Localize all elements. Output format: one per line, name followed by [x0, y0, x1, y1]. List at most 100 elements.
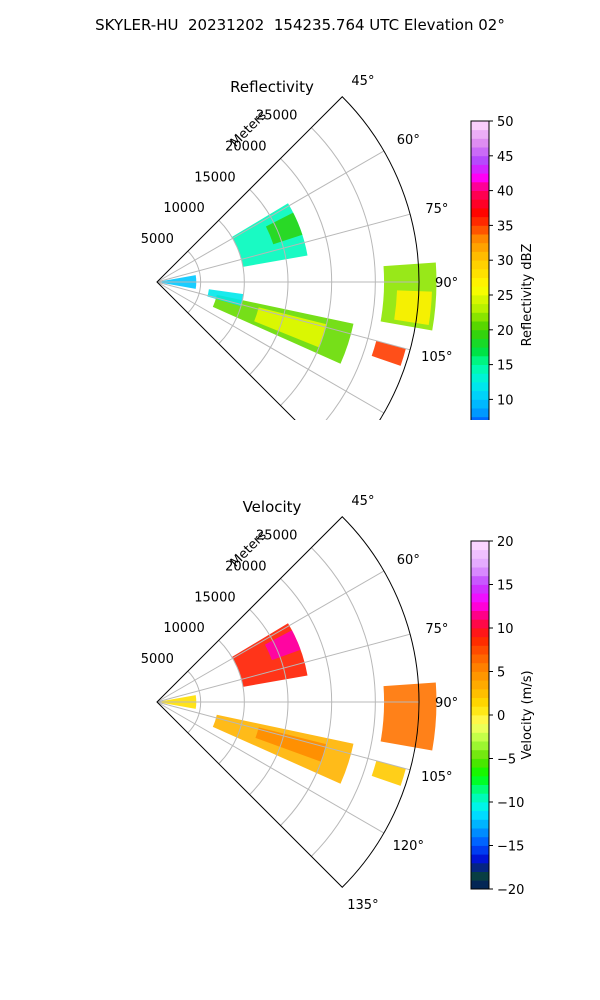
reflectivity-echo-region: [254, 307, 327, 348]
reflectivity-colorbar-segment: [471, 190, 489, 200]
velocity-azimuth-spoke: [156, 701, 411, 771]
velocity-colorbar: −20 −15 −10 −5 0 5 10 15 20 Velocity (m/s): [470, 535, 535, 898]
reflectivity-colorbar-segment: [471, 268, 489, 278]
velocity-colorbar-segment: [471, 549, 489, 559]
velocity-colorbar-segment: [471, 732, 489, 742]
velocity-colorbar-segment: [471, 541, 489, 551]
reflectivity-azimuth-tick-label: 60°: [397, 133, 420, 148]
velocity-colorbar-label: Velocity (m/s): [520, 670, 535, 759]
velocity-colorbar-segment: [471, 567, 489, 577]
velocity-colorbar-segment: [471, 654, 489, 664]
reflectivity-colorbar-segment: [471, 225, 489, 235]
reflectivity-azimuth-tick-label: 105°: [421, 350, 452, 365]
velocity-colorbar-tick-label: −15: [497, 840, 524, 855]
reflectivity-colorbar-tick-label: 40: [497, 185, 514, 200]
velocity-colorbar-tick-label: 0: [497, 709, 505, 724]
velocity-colorbar-segment: [471, 558, 489, 568]
reflectivity-colorbar: 05101520253035404550Reflectivity dBZ: [470, 115, 535, 420]
velocity-colorbar-segment: [471, 784, 489, 794]
reflectivity-colorbar-tick-label: 15: [497, 359, 514, 374]
velocity-azimuth-tick-label: 60°: [397, 553, 420, 568]
reflectivity-colorbar-segment: [471, 199, 489, 209]
velocity-range-tick-label: 5000: [141, 652, 174, 667]
velocity-colorbar-segment: [471, 645, 489, 655]
reflectivity-colorbar-segment: [471, 321, 489, 331]
reflectivity-colorbar-segment: [471, 408, 489, 418]
velocity-colorbar-segment: [471, 836, 489, 846]
velocity-azimuth-spoke: [156, 701, 385, 834]
velocity-colorbar-segment: [471, 715, 489, 725]
reflectivity-colorbar-segment: [471, 390, 489, 400]
velocity-colorbar-tick-label: 15: [497, 579, 514, 594]
velocity-echo-region: [231, 623, 308, 687]
reflectivity-colorbar-segment: [471, 260, 489, 270]
reflectivity-colorbar-tick-label: 45: [497, 150, 514, 165]
reflectivity-colorbar-segment: [471, 364, 489, 374]
reflectivity-echo-region: [207, 289, 244, 307]
velocity-colorbar-segment: [471, 610, 489, 620]
reflectivity-echo-region: [371, 340, 406, 366]
velocity-colorbar-segment: [471, 810, 489, 820]
reflectivity-colorbar-tick-label: 25: [497, 289, 514, 304]
velocity-colorbar-segment: [471, 706, 489, 716]
velocity-colorbar-tick-label: −10: [497, 796, 524, 811]
velocity-colorbar-tick-label: −20: [497, 883, 524, 898]
velocity-colorbar-segment: [471, 628, 489, 638]
velocity-colorbar-segment: [471, 584, 489, 594]
velocity-colorbar-segment: [471, 575, 489, 585]
reflectivity-azimuth-tick-label: 75°: [425, 202, 448, 217]
reflectivity-title: Reflectivity: [230, 78, 314, 96]
velocity-colorbar-segment: [471, 662, 489, 672]
reflectivity-colorbar-segment: [471, 234, 489, 244]
velocity-plot: 45° 60° 75° 90° 105° 120° 135° 5000 10000 15000 20…: [141, 494, 458, 913]
velocity-colorbar-segment: [471, 793, 489, 803]
reflectivity-colorbar-segment: [471, 155, 489, 165]
reflectivity-colorbar-segment: [471, 181, 489, 191]
reflectivity-azimuth-tick-label: 90°: [435, 276, 458, 291]
velocity-colorbar-segment: [471, 758, 489, 768]
reflectivity-plot: 45°60°75°90°105°120°135°5000100001500020…: [141, 74, 458, 420]
reflectivity-colorbar-segment: [471, 173, 489, 183]
velocity-colorbar-tick-label: −5: [497, 753, 516, 768]
reflectivity-colorbar-tick-label: 50: [497, 115, 514, 130]
velocity-colorbar-segment: [471, 601, 489, 611]
reflectivity-colorbar-segment: [471, 347, 489, 357]
reflectivity-azimuth-tick-label: 45°: [351, 74, 374, 89]
reflectivity-azimuth-spoke: [156, 281, 385, 414]
velocity-range-tick-label: 20000: [225, 559, 266, 574]
reflectivity-range-tick-label: 15000: [194, 170, 235, 185]
reflectivity-colorbar-label: Reflectivity dBZ: [520, 244, 535, 347]
velocity-azimuth-tick-label: 45°: [351, 494, 374, 509]
reflectivity-colorbar-tick-label: 35: [497, 219, 514, 234]
velocity-colorbar-tick-label: 5: [497, 666, 505, 681]
velocity-colorbar-segment: [471, 741, 489, 751]
reflectivity-colorbar-segment: [471, 138, 489, 148]
velocity-colorbar-segment: [471, 697, 489, 707]
reflectivity-colorbar-tick-label: 10: [497, 393, 514, 408]
velocity-colorbar-segment: [471, 802, 489, 812]
reflectivity-colorbar-tick-label: 30: [497, 254, 514, 269]
velocity-colorbar-segment: [471, 723, 489, 733]
reflectivity-sector-frame: [156, 96, 420, 420]
velocity-colorbar-segment: [471, 749, 489, 759]
velocity-colorbar-segment: [471, 854, 489, 864]
reflectivity-colorbar-segment: [471, 338, 489, 348]
velocity-colorbar-segment: [471, 593, 489, 603]
reflectivity-panel: Reflectivity 45°60°75°90°105°120°135°500…: [141, 74, 535, 420]
velocity-colorbar-segment: [471, 680, 489, 690]
figure-title: SKYLER-HU 20231202 154235.764 UTC Elevat…: [95, 16, 505, 34]
reflectivity-colorbar-segment: [471, 329, 489, 339]
reflectivity-colorbar-segment: [471, 399, 489, 409]
velocity-colorbar-tick-label: 10: [497, 622, 514, 637]
velocity-colorbar-segment: [471, 845, 489, 855]
velocity-range-tick-label: 15000: [194, 590, 235, 605]
velocity-colorbar-segment: [471, 819, 489, 829]
reflectivity-colorbar-segment: [471, 295, 489, 305]
reflectivity-colorbar-segment: [471, 208, 489, 218]
reflectivity-colorbar-segment: [471, 312, 489, 322]
velocity-azimuth-tick-label: 105°: [421, 770, 452, 785]
velocity-colorbar-segment: [471, 619, 489, 629]
velocity-azimuth-tick-label: 120°: [393, 839, 424, 854]
velocity-colorbar-segment: [471, 775, 489, 785]
velocity-echo-region: [212, 714, 354, 784]
